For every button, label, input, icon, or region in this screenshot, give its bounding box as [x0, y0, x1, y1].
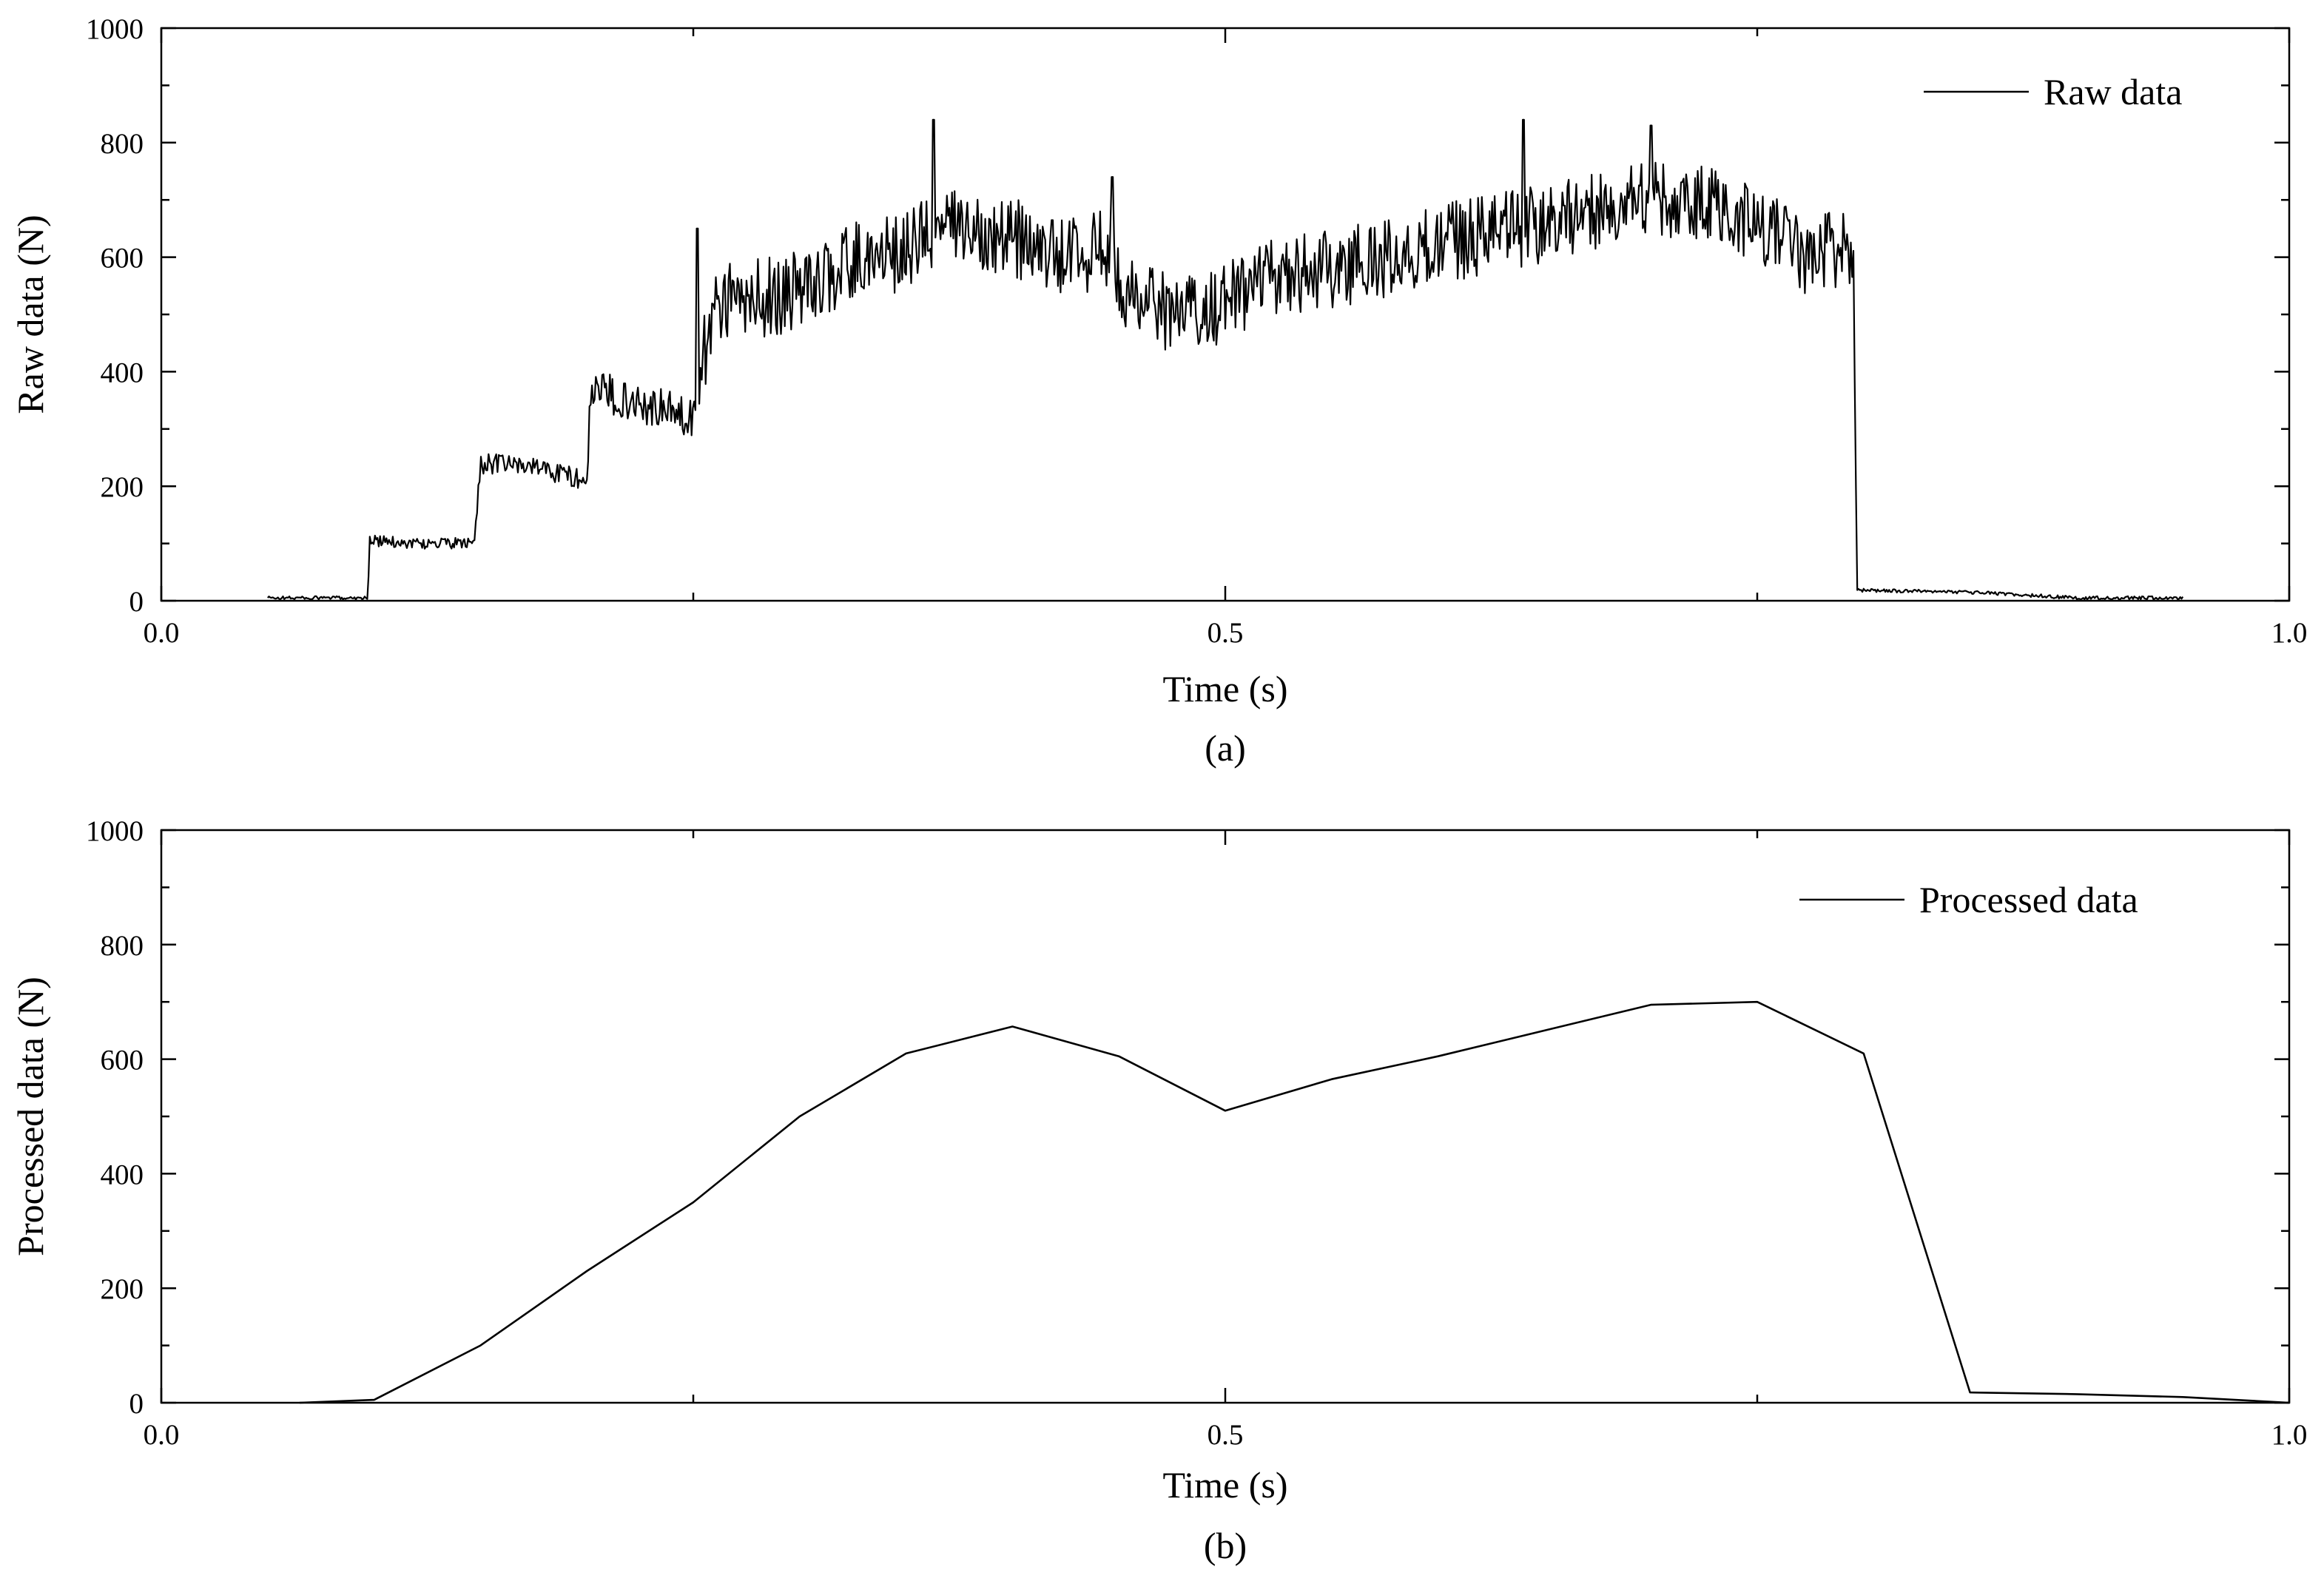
- panel-b-series: [299, 1000, 2290, 1404]
- y-tick-label: 600: [101, 243, 144, 274]
- panel-b-tick-labels: 0.0 0.5 1.0 0 200 400 600 800 1000: [86, 815, 2307, 1451]
- legend-label-processed-data: Processed data: [1919, 879, 2138, 920]
- panel-a-y-axis-label: Raw data (N): [10, 215, 51, 414]
- y-tick-label: 0: [129, 586, 144, 618]
- panel-b-legend: Processed data: [1799, 879, 2138, 920]
- series-line-raw-data: [267, 118, 2184, 601]
- panel-b-y-axis-label: Processed data (N): [10, 977, 51, 1256]
- y-tick-label: 1000: [86, 815, 144, 847]
- legend-label-raw-data: Raw data: [2044, 71, 2182, 112]
- panel-a-raw-data: 0.0 0.5 1.0 0 200 400 600 800 1000 Raw data Time…: [10, 13, 2307, 769]
- x-tick-label: 1.0: [2271, 617, 2308, 649]
- panel-b-caption: (b): [1204, 1525, 1247, 1566]
- series-line-processed-data: [299, 1000, 2290, 1404]
- panel-b-x-axis-label: Time (s): [1162, 1464, 1287, 1506]
- panel-a-caption: (a): [1205, 727, 1246, 769]
- panel-a-x-axis-label: Time (s): [1162, 668, 1287, 710]
- panel-b-processed-data: 0.0 0.5 1.0 0 200 400 600 800 1000 Processed dat…: [10, 815, 2307, 1566]
- x-tick-label: 0.5: [1208, 617, 1244, 649]
- panel-a-tick-labels: 0.0 0.5 1.0 0 200 400 600 800 1000: [86, 13, 2307, 649]
- x-tick-label: 1.0: [2271, 1419, 2308, 1451]
- y-tick-label: 800: [101, 128, 144, 160]
- y-tick-label: 1000: [86, 13, 144, 45]
- panel-a-ticks: [160, 27, 2291, 602]
- y-tick-label: 200: [101, 471, 144, 503]
- x-tick-label: 0.5: [1208, 1419, 1244, 1451]
- y-tick-label: 400: [101, 357, 144, 388]
- y-tick-label: 800: [101, 930, 144, 962]
- panel-a-legend: Raw data: [1924, 71, 2182, 112]
- x-tick-label: 0.0: [144, 617, 180, 649]
- y-tick-label: 600: [101, 1045, 144, 1076]
- y-tick-label: 0: [129, 1388, 144, 1420]
- y-tick-label: 200: [101, 1273, 144, 1305]
- y-tick-label: 400: [101, 1159, 144, 1190]
- panel-a-series: [267, 118, 2184, 601]
- x-tick-label: 0.0: [144, 1419, 180, 1451]
